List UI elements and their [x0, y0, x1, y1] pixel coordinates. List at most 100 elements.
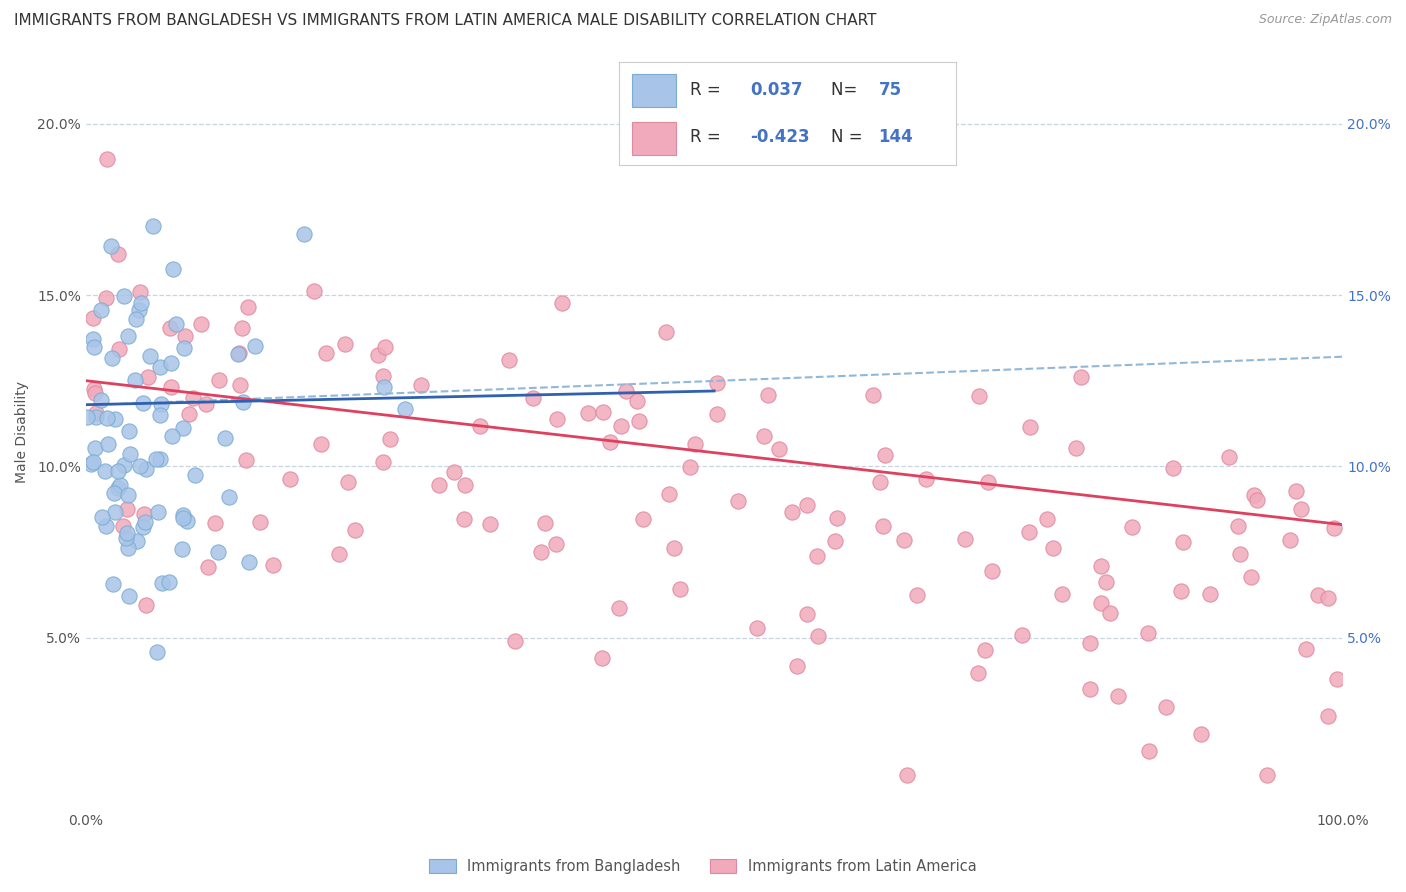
Text: N =: N = — [831, 128, 863, 146]
Point — [1316, 591, 1339, 605]
Point — [1094, 574, 1116, 589]
Point — [1019, 420, 1042, 434]
Text: R =: R = — [689, 81, 725, 99]
Point — [207, 545, 229, 559]
Point — [873, 448, 896, 462]
Point — [236, 300, 259, 314]
Point — [132, 396, 155, 410]
Point — [1036, 512, 1059, 526]
Point — [107, 464, 129, 478]
Point — [136, 370, 159, 384]
Point — [1285, 483, 1308, 498]
Point — [1295, 642, 1317, 657]
Point — [662, 541, 685, 555]
Point — [468, 418, 491, 433]
Point — [80, 457, 103, 471]
Point — [373, 368, 395, 383]
Point — [1170, 584, 1192, 599]
Point — [103, 576, 125, 591]
Text: 75: 75 — [879, 81, 901, 99]
Point — [141, 219, 163, 234]
Point — [745, 621, 768, 635]
Y-axis label: Male Disability: Male Disability — [15, 381, 30, 483]
Point — [197, 560, 219, 574]
Point — [132, 520, 155, 534]
Point — [981, 564, 1004, 578]
Point — [302, 284, 325, 298]
Point — [1243, 488, 1265, 502]
Point — [976, 475, 998, 489]
Text: 0.037: 0.037 — [751, 81, 803, 99]
Point — [249, 515, 271, 529]
Point — [228, 346, 250, 360]
Point — [1256, 768, 1278, 782]
Point — [1199, 587, 1222, 601]
Point — [1218, 450, 1240, 464]
Point — [149, 360, 172, 375]
Point — [127, 533, 149, 548]
Point — [373, 380, 395, 394]
Point — [905, 588, 928, 602]
Point — [453, 511, 475, 525]
Text: Source: ZipAtlas.com: Source: ZipAtlas.com — [1258, 13, 1392, 27]
Point — [150, 576, 173, 591]
Point — [145, 452, 167, 467]
Point — [107, 482, 129, 496]
Point — [756, 387, 779, 401]
Text: N=: N= — [831, 81, 863, 99]
Point — [1189, 727, 1212, 741]
Point — [190, 317, 212, 331]
Point — [135, 462, 157, 476]
Point — [824, 534, 846, 549]
Point — [170, 541, 193, 556]
Point — [132, 507, 155, 521]
Point — [1279, 533, 1302, 548]
Point — [1064, 441, 1087, 455]
Point — [232, 395, 254, 409]
Point — [679, 460, 702, 475]
Point — [967, 665, 990, 680]
Point — [1317, 709, 1340, 723]
Point — [112, 289, 135, 303]
Point — [149, 409, 172, 423]
Point — [278, 472, 301, 486]
Point — [129, 459, 152, 474]
Point — [551, 296, 574, 310]
Point — [1011, 627, 1033, 641]
Point — [1107, 689, 1129, 703]
Point — [238, 556, 260, 570]
Point — [101, 351, 124, 365]
Point — [90, 392, 112, 407]
Point — [1137, 625, 1160, 640]
Point — [235, 452, 257, 467]
Point — [394, 402, 416, 417]
Point — [162, 261, 184, 276]
Point — [1042, 541, 1064, 555]
Point — [706, 376, 728, 390]
Point — [333, 337, 356, 351]
Point — [576, 406, 599, 420]
Point — [172, 508, 194, 522]
Point — [505, 634, 527, 648]
Point — [626, 394, 648, 409]
Point — [862, 388, 884, 402]
Point — [1326, 672, 1348, 686]
Bar — [633, 122, 676, 155]
Point — [768, 442, 790, 456]
Point — [129, 285, 152, 300]
Point — [371, 455, 394, 469]
Point — [104, 411, 127, 425]
Point — [181, 391, 204, 405]
Point — [378, 432, 401, 446]
Bar — [633, 74, 676, 106]
Point — [96, 411, 118, 425]
Point — [1098, 606, 1121, 620]
Text: IMMIGRANTS FROM BANGLADESH VS IMMIGRANTS FROM LATIN AMERICA MALE DISABILITY CORR: IMMIGRANTS FROM BANGLADESH VS IMMIGRANTS… — [14, 13, 876, 29]
Point — [1090, 559, 1112, 574]
Point — [974, 643, 997, 657]
Point — [1070, 369, 1092, 384]
Point — [914, 473, 936, 487]
Point — [117, 589, 139, 603]
Point — [128, 302, 150, 317]
Point — [315, 346, 337, 360]
